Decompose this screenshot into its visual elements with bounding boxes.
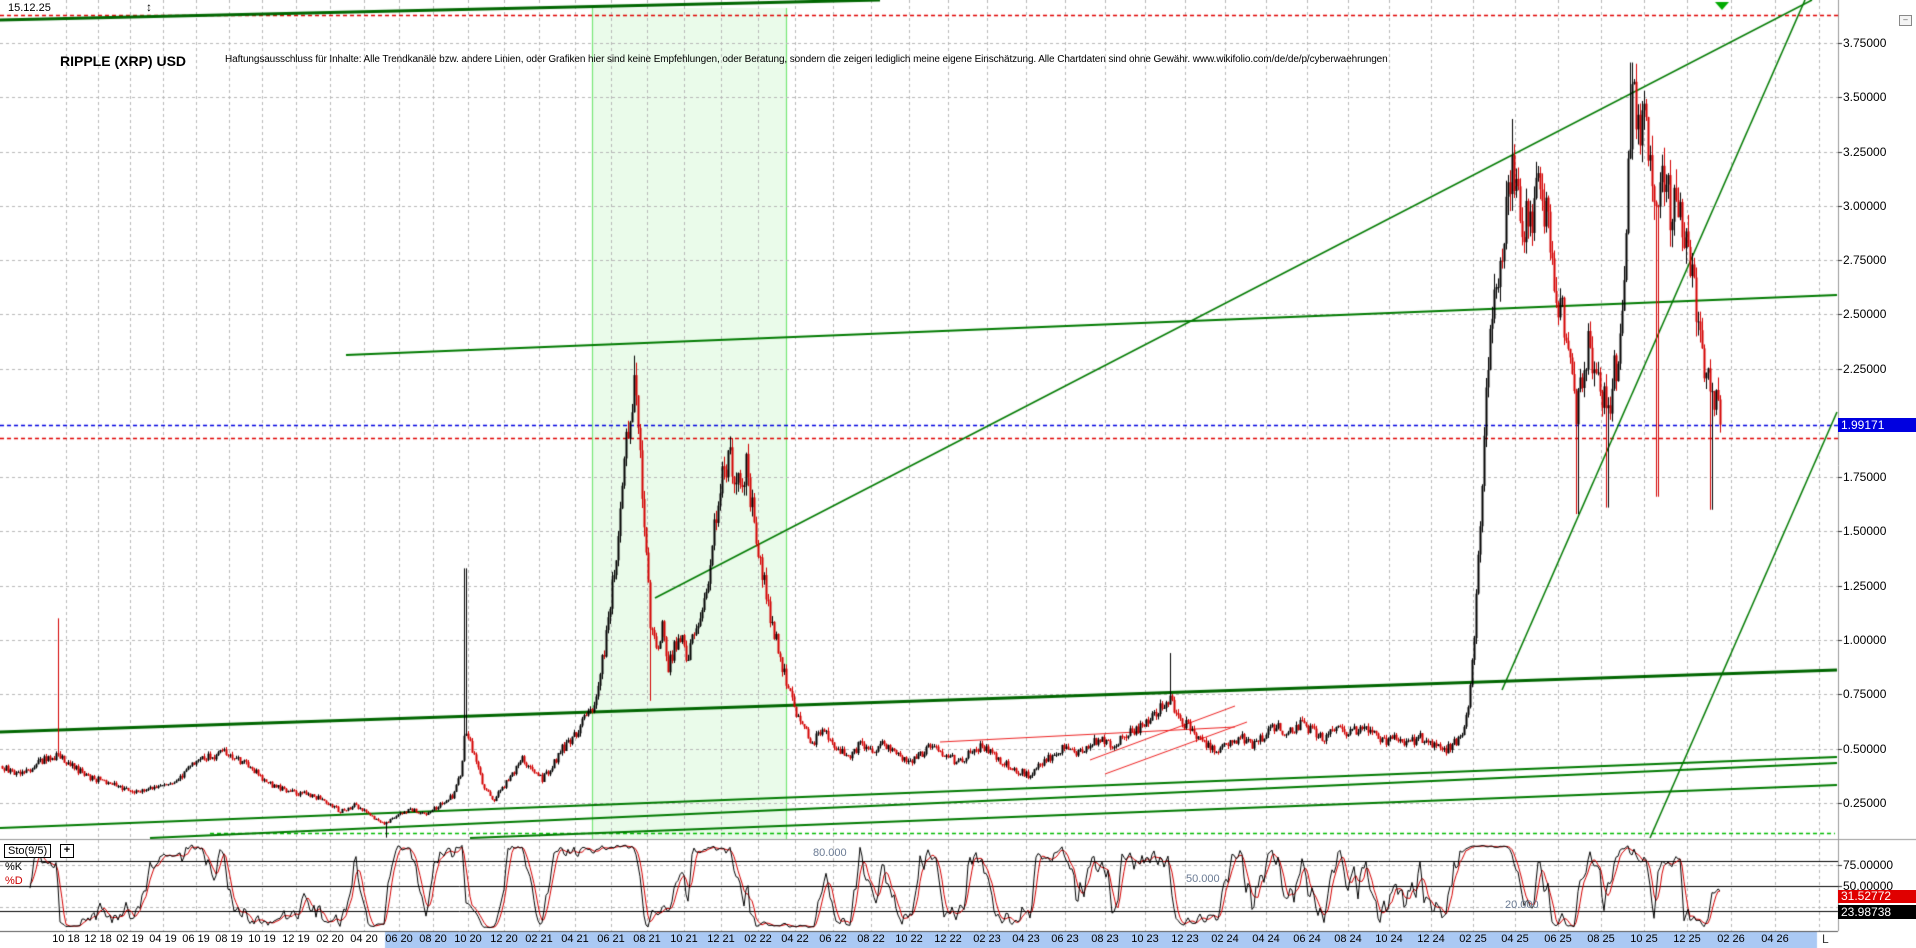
price-axis-label: 2.50000: [1843, 307, 1887, 321]
time-axis-label: 10 22: [895, 933, 923, 945]
time-axis-label: 06 24: [1293, 933, 1321, 945]
price-axis-label: 1.25000: [1843, 579, 1887, 593]
percent-d-label: %D: [5, 875, 23, 887]
price-axis-label: 1.75000: [1843, 470, 1887, 484]
time-axis-label: 04 22: [781, 933, 809, 945]
time-axis-label: 08 19: [215, 933, 243, 945]
stochastic-level-label: 80.000: [813, 847, 847, 859]
time-axis-label: 04 25: [1501, 933, 1529, 945]
price-axis-label: 0.25000: [1843, 796, 1887, 810]
time-axis-label: 04 21: [561, 933, 589, 945]
last-date-label: 15.12.25: [8, 2, 51, 14]
add-indicator-button[interactable]: +: [60, 844, 74, 858]
price-axis-label: 3.75000: [1843, 36, 1887, 50]
time-axis-label: 02 23: [973, 933, 1001, 945]
time-axis-label: 08 24: [1334, 933, 1362, 945]
updown-arrow-icon: ↕: [146, 0, 152, 14]
time-axis-label: 10 18: [52, 933, 80, 945]
time-axis-label: 08 23: [1091, 933, 1119, 945]
time-axis-label: 10 20: [454, 933, 482, 945]
time-axis-label: 10 19: [248, 933, 276, 945]
price-axis-label: 2.75000: [1843, 253, 1887, 267]
time-axis-label: 02 19: [116, 933, 144, 945]
stochastic-level-label: 20.000: [1505, 899, 1539, 911]
time-axis-label: 12 25: [1673, 933, 1701, 945]
time-axis-label: 02 22: [744, 933, 772, 945]
time-axis-label: 02 25: [1459, 933, 1487, 945]
time-axis-label: 10 23: [1131, 933, 1159, 945]
price-axis-label: 3.00000: [1843, 199, 1887, 213]
time-axis-label: 04 19: [149, 933, 177, 945]
current-price-badge: 1.99171: [1838, 418, 1916, 432]
time-axis-label: 04 23: [1012, 933, 1040, 945]
time-axis-label: 12 23: [1171, 933, 1199, 945]
time-axis-label: 06 25: [1544, 933, 1572, 945]
time-axis-label: 12 20: [490, 933, 518, 945]
time-axis-label: 10 25: [1630, 933, 1658, 945]
time-axis-label: 08 21: [633, 933, 661, 945]
minimize-icon[interactable]: –: [1899, 15, 1912, 26]
time-axis-label: 06 22: [819, 933, 847, 945]
time-axis-label: 02 21: [525, 933, 553, 945]
time-axis-label: 04 26: [1761, 933, 1789, 945]
price-axis-label: 3.50000: [1843, 90, 1887, 104]
time-axis-label: 02 20: [316, 933, 344, 945]
time-axis-label: 06 23: [1051, 933, 1079, 945]
stochastic-settings-button[interactable]: Sto(9/5): [4, 844, 52, 858]
corner-logo: L: [1822, 932, 1829, 946]
price-axis-label: 3.25000: [1843, 145, 1887, 159]
time-axis-label: 06 19: [182, 933, 210, 945]
disclaimer-text: Haftungsausschluss für Inhalte: Alle Tre…: [225, 54, 1388, 65]
stochastic-axis-label: 75.00000: [1843, 858, 1894, 872]
stochastic-axis-label: 50.00000: [1843, 879, 1894, 893]
time-axis-label: 12 21: [707, 933, 735, 945]
time-axis-label: 02 24: [1211, 933, 1239, 945]
time-axis-label: 12 18: [84, 933, 112, 945]
time-axis-label: 08 20: [419, 933, 447, 945]
stochastic-level-label: 50.000: [1186, 873, 1220, 885]
time-axis-label: 10 21: [670, 933, 698, 945]
price-axis-label: 2.25000: [1843, 362, 1887, 376]
time-axis-label: 10 24: [1375, 933, 1403, 945]
price-axis-label: 1.00000: [1843, 633, 1887, 647]
price-axis-label: 0.75000: [1843, 687, 1887, 701]
time-axis-label: 04 24: [1252, 933, 1280, 945]
time-axis-label: 06 21: [597, 933, 625, 945]
time-axis-label: 12 24: [1417, 933, 1445, 945]
percent-k-label: %K: [5, 861, 23, 873]
price-axis-label: 0.50000: [1843, 742, 1887, 756]
time-axis-label: 12 22: [934, 933, 962, 945]
time-axis-label: 08 25: [1587, 933, 1615, 945]
instrument-title: RIPPLE (XRP) USD: [60, 53, 187, 69]
stochastic-d-badge: 31.52772: [1838, 890, 1916, 903]
time-axis-label: 06 20: [385, 933, 413, 945]
time-axis-label: 12 19: [282, 933, 310, 945]
stochastic-k-badge: 23.98738: [1838, 905, 1916, 919]
time-axis-label: 02 26: [1717, 933, 1745, 945]
time-axis-label: 08 22: [857, 933, 885, 945]
price-axis-label: 1.50000: [1843, 524, 1887, 538]
time-axis-label: 04 20: [350, 933, 378, 945]
